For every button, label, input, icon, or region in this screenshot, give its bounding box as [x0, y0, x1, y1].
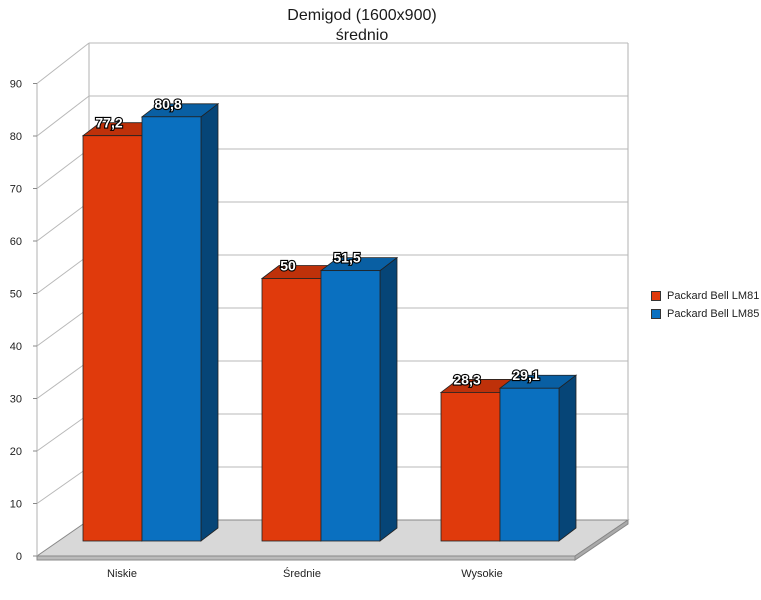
gridline-diag-70 [36, 148, 90, 189]
data-label-2-0: 28,3 [453, 371, 480, 387]
y-tick-label-80: 80 [10, 131, 22, 143]
gridline-diag-40 [36, 307, 90, 347]
bar-front-1-0 [261, 278, 322, 542]
category-labels: Niskie Średnie Wysokie [107, 567, 503, 580]
bar-side-0-1 [200, 102, 219, 542]
floor-side [574, 519, 629, 561]
data-label-1-0: 50 [280, 258, 296, 274]
y-tick-label-70: 70 [10, 184, 22, 196]
gridline-diag-60 [36, 201, 90, 242]
chart-title: Demigod (1600x900) [287, 7, 436, 24]
y-tick-label-0: 0 [16, 551, 22, 563]
bar-front-0-0 [82, 135, 143, 542]
legend-label-lm85: Packard Bell LM85 [667, 308, 760, 320]
y-tick-label-30: 30 [10, 394, 22, 406]
legend-label-lm81: Packard Bell LM81 [667, 290, 760, 302]
bar-front-2-1 [499, 387, 560, 542]
bar-2-1 [498, 374, 578, 542]
gridline-diag-80 [36, 95, 90, 137]
category-label-0: Niskie [107, 568, 137, 580]
y-tick-label-50: 50 [10, 289, 22, 301]
gridline-diag-50 [36, 254, 90, 294]
floor-edge [36, 555, 576, 561]
y-tick-label-10: 10 [10, 499, 22, 511]
gridline-diag-10 [36, 466, 90, 504]
category-label-2: Wysokie [461, 568, 502, 580]
data-label-1-1: 51,5 [333, 250, 360, 266]
legend-swatch-lm81 [651, 291, 661, 301]
legend-item-lm81: Packard Bell LM81 [651, 287, 759, 305]
data-label-0-1: 80,8 [154, 96, 181, 112]
y-tick-label-60: 60 [10, 236, 22, 248]
gridline-diag-90 [36, 42, 90, 84]
bars [81, 102, 578, 542]
category-label-1: Średnie [283, 567, 321, 580]
y-tick-label-90: 90 [10, 79, 22, 91]
bar-front-2-0 [440, 392, 501, 542]
legend-item-lm85: Packard Bell LM85 [651, 305, 759, 323]
gridline-diag-30 [36, 360, 90, 399]
bar-side-1-1 [379, 256, 398, 542]
bar-0-1 [140, 102, 220, 542]
bar-1-1 [319, 256, 399, 542]
chart-subtitle: średnio [336, 27, 389, 44]
y-axis-ticks: 0 10 20 30 40 50 60 70 80 90 [10, 79, 22, 564]
bar-front-1-1 [320, 270, 381, 542]
legend-swatch-lm85 [651, 309, 661, 319]
data-label-0-0: 77,2 [95, 115, 122, 131]
gridline-diag-20 [36, 413, 90, 452]
bar-side-2-1 [558, 374, 577, 542]
data-labels: 77,2 80,8 50 51,5 28,3 29,1 [94, 95, 541, 389]
bar-front-0-1 [141, 116, 202, 542]
y-tick-label-40: 40 [10, 341, 22, 353]
legend: Packard Bell LM81 Packard Bell LM85 [651, 287, 759, 323]
y-tick-label-20: 20 [10, 446, 22, 458]
data-label-2-1: 29,1 [512, 367, 539, 383]
